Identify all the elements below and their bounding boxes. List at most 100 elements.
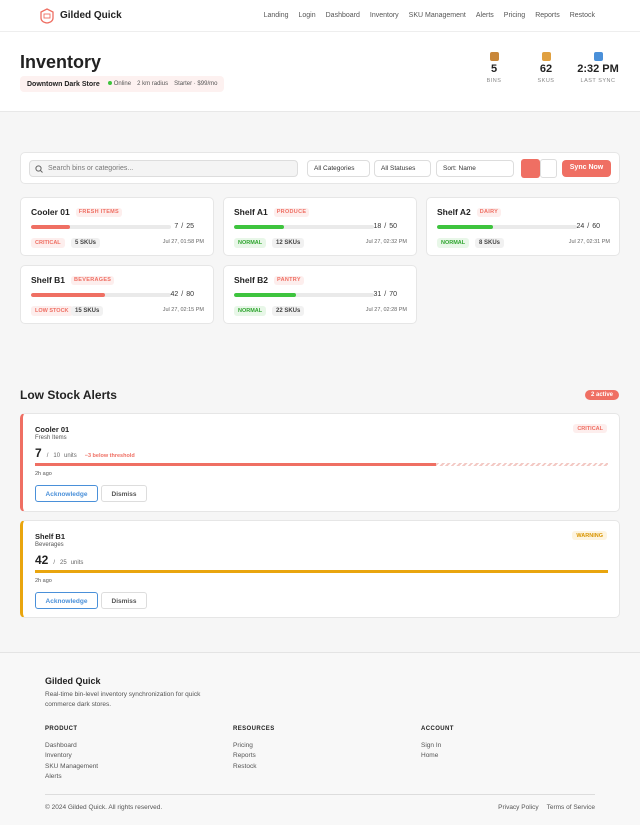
stat: 2:32 PM LAST SYNC [568,52,628,84]
stock-count: 31 70 [373,291,397,298]
bin-name: Shelf A2 [437,207,471,217]
footer-link[interactable]: Dashboard [45,741,77,749]
sku-count: 8 SKUs [475,238,505,248]
stat-value: 5 [490,63,498,75]
nav-links: Landing Login Dashboard Inventory SKU Manage… [264,12,595,19]
nav-link[interactable]: Landing [263,12,289,19]
bin-card[interactable]: Shelf B2 PANTRY 31 70 NORMAL 22 SKUs Jul 27, 0… [223,265,417,324]
footer-link[interactable]: Restock [233,762,257,770]
sku-count: 15 SKUs [71,306,104,316]
alert-time: 2h ago [35,471,52,477]
unit: units [70,560,84,566]
bin-header: Shelf B1 BEVERAGES [31,275,115,285]
dismiss-button[interactable]: Dismiss [101,592,147,609]
stock-count: 1850 [373,223,397,230]
nav-link[interactable]: SKU Management [408,12,466,19]
updated-time: Jul 27, 02:15 PM [162,307,204,313]
stat-label: LAST SYNC [580,78,616,84]
capacity: 25 [186,223,194,230]
footer-link[interactable]: Sign In [421,741,442,749]
acknowledge-button[interactable]: Acknowledge [35,592,98,609]
nav-link[interactable]: Inventory [369,12,399,19]
capacity: 70 [389,291,397,298]
search-input[interactable]: Search bins or categories... [29,160,298,177]
stock-track [31,293,171,297]
separator [50,560,58,566]
stock: 42 [35,553,49,567]
stock-track [234,293,374,297]
search-icon [35,165,43,173]
legal-links: Privacy Policy Terms of Service [498,804,595,811]
filter-select[interactable]: All Statuses [374,160,431,177]
filter-select[interactable]: All Categories [307,160,370,177]
stock-bar [234,293,296,297]
list-view-toggle[interactable] [540,159,557,178]
nav-link[interactable]: Restock [569,12,595,19]
stock: 42 [170,291,179,298]
footer-link[interactable]: SKU Management [45,762,99,770]
alert-level: CRITICAL [573,424,607,433]
separator [381,291,389,298]
stock-count: 42 80 [170,291,194,298]
page-title: Inventory [20,52,102,72]
bin-name: Cooler 01 [31,207,70,217]
alert-category: Beverages [35,542,64,548]
status-badge: NORMAL [234,306,267,316]
sku-count: 12 SKUs [272,238,305,248]
nav-link[interactable]: Pricing [503,12,526,19]
filter-select[interactable]: Sort: Name [436,160,514,177]
stock-count: 24 60 [576,223,600,230]
stat-icon [593,52,603,61]
capacity: 25 [60,560,67,566]
sku-count: 22 SKUs [272,306,305,316]
stat-label: BINS [486,78,502,84]
separator [178,291,186,298]
footer-link[interactable]: Reports [233,752,256,759]
bin-card[interactable]: Cooler 01 FRESH ITEMS 7 25 CRITICAL 5 SKUs Jul… [20,197,214,256]
footer-link[interactable]: Alerts [45,773,62,780]
divider [45,794,595,795]
stat: 5 BINS [464,52,524,84]
stat-value: 2:32 PM [577,63,619,75]
dismiss-button[interactable]: Dismiss [101,485,147,502]
store-info: Downtown Dark Store Online 2 km radius S… [20,76,225,92]
separator [584,223,592,230]
legal-link[interactable]: Privacy Policy [498,804,539,811]
nav-link[interactable]: Reports [535,12,560,19]
legal-link[interactable]: Terms of Service [546,804,595,811]
sku-count: 5 SKUs [71,238,101,248]
separator [381,223,389,230]
separator [178,223,186,230]
nav-link[interactable]: Alerts [475,12,494,19]
stock-bar [35,463,437,466]
bin-name: Shelf B1 [31,275,66,285]
alert-level: WARNING [572,531,607,540]
footer-link[interactable]: Inventory [45,752,72,759]
stock-count: 7 25 [174,223,194,230]
stat-icon [541,52,551,61]
bin-header: Shelf A2 DAIRY [437,207,502,217]
footer-link[interactable]: Home [421,752,439,759]
capacity: 60 [592,223,600,230]
stock: 7 [35,446,42,460]
sync-button[interactable]: Sync Now [562,160,611,177]
stock: 18 [373,223,382,230]
category-tag: FRESH ITEMS [75,207,123,217]
nav-link[interactable]: Login [298,12,316,19]
stock-track [234,225,374,229]
nav-link[interactable]: Dashboard [325,12,360,19]
stat-icon [489,52,499,61]
bin-card[interactable]: Shelf A2 DAIRY 24 60 NORMAL 8 SKUs Jul 27, 02:… [426,197,620,256]
bin-name: Shelf A1 [234,207,268,217]
brand[interactable]: Gilded Quick [60,10,122,21]
grid-view-toggle[interactable] [521,159,540,178]
radius: 2 km radius [137,81,169,87]
acknowledge-button[interactable]: Acknowledge [35,485,98,502]
footer-link[interactable]: Pricing [233,741,253,749]
